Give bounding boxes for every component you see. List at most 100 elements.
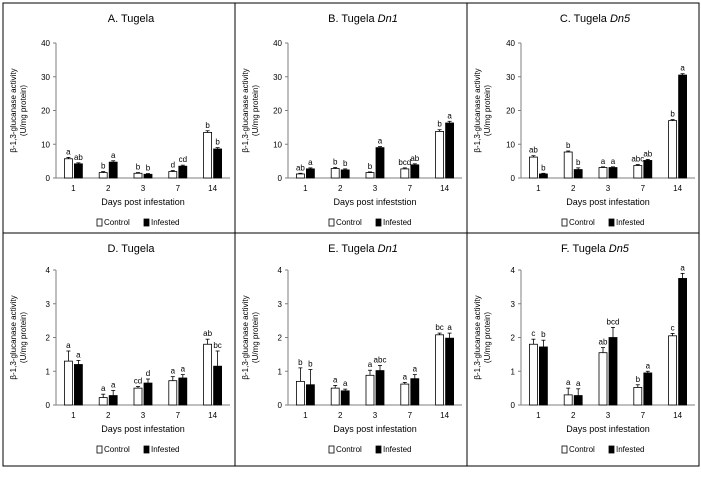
x-tick-label: 3 [141,411,146,420]
bar-control [330,387,340,406]
y-tick-label: 4 [511,266,516,275]
significance-label: d [146,369,150,378]
bar-control [168,171,178,179]
x-tick-label: 2 [571,411,576,420]
significance-label: a [101,384,106,393]
bar-control [133,387,143,406]
bar-control [133,172,143,179]
significance-label: b [566,141,571,150]
significance-label: a [447,323,452,332]
bar-control [98,397,108,406]
y-tick-label: 4 [278,266,283,275]
bar-infested [143,382,153,406]
legend-label-control: Control [336,218,362,227]
legend-swatch-control [96,445,103,454]
chart-panel-a: A. Tugela 0 10 20 30 40 β-1,3-glucanase activi… [9,13,230,227]
y-tick-label: 40 [506,39,515,48]
x-tick-label: 14 [673,411,682,420]
y-tick-label: 3 [278,300,283,309]
legend-label-infested: Infested [383,218,411,227]
significance-label: ab [203,329,212,338]
legend-swatch-infested [143,445,150,454]
bar-control [529,156,538,179]
bar-infested [445,337,455,406]
chart-panel-d: D. Tugela 0 1 2 3 4 β-1,3-glucanase activity (U… [9,243,230,454]
chart-panel-f: F. Tugela Dn5 0 1 2 3 4 β-1,3-glucanase activi… [473,243,695,454]
significance-label: cd [179,155,187,164]
bar-infested [539,346,548,406]
y-axis-label-unit: (U/mg protein) [483,85,492,136]
y-tick-label: 0 [278,174,283,183]
bar-infested [678,74,687,179]
x-tick-label: 14 [673,184,682,193]
bar-infested [608,167,618,179]
legend-label-infested: Infested [616,218,644,227]
legend-label-infested: Infested [383,445,411,454]
bar-control [295,380,305,406]
significance-label: ab [643,149,652,158]
bar-infested [539,173,548,179]
bar-control [64,158,73,179]
x-tick-label: 1 [71,184,76,193]
x-tick-label: 1 [303,184,308,193]
significance-label: b [101,162,106,171]
significance-label: ab [599,338,608,347]
y-axis-label: β-1,3-glucanase activity [9,295,18,379]
x-tick-label: 7 [176,411,181,420]
panel-title: D. Tugela [107,243,155,255]
legend-label-infested: Infested [616,445,644,454]
bar-control [203,343,213,406]
panel-title: A. Tugela [108,13,155,25]
bar-control [203,132,213,179]
significance-label: a [171,367,176,376]
y-tick-label: 1 [46,367,51,376]
bar-control [365,374,375,406]
bar-infested [678,278,687,406]
significance-label: a [333,375,338,384]
y-tick-label: 2 [511,334,516,343]
significance-label: abc [631,155,644,164]
significance-label: b [541,163,546,172]
significance-label: b [205,121,210,130]
legend: Control Infested [96,445,179,454]
legend-label-control: Control [569,218,595,227]
significance-label: b [576,158,581,167]
significance-label: a [308,158,313,167]
y-tick-label: 3 [511,300,516,309]
bar-infested [108,161,118,179]
x-tick-label: 1 [536,184,541,193]
legend-swatch-control [328,218,335,227]
y-tick-label: 10 [41,140,50,149]
significance-label: b [308,360,313,369]
significance-label: b [146,164,151,173]
y-tick-label: 1 [278,367,283,376]
bar-infested [445,122,455,179]
x-tick-label: 7 [641,184,646,193]
bar-infested [108,395,118,406]
legend-label-infested: Infested [151,445,179,454]
legend: Control Infested [328,445,411,454]
significance-label: bcd [398,158,411,167]
bar-control [563,151,573,179]
bar-control [295,173,305,179]
legend: Control Infested [96,218,179,227]
panel-title: F. Tugela Dn5 [561,243,630,255]
x-tick-label: 7 [408,411,413,420]
bar-infested [178,377,188,406]
bar-infested [573,169,583,179]
legend: Control Infested [328,218,411,227]
significance-label: a [111,380,116,389]
y-axis-label-unit: (U/mg protein) [483,312,492,363]
significance-label: b [437,120,442,129]
x-tick-label: 1 [536,411,541,420]
legend-swatch-control [561,445,568,454]
y-axis-label-unit: (U/mg protein) [19,312,28,363]
significance-label: ab [410,154,419,163]
significance-label: d [171,161,175,170]
x-axis-label: Days post infestation [333,424,417,434]
x-tick-label: 14 [440,184,449,193]
x-axis-label: Days post infestation [101,424,185,434]
significance-label: b [368,162,373,171]
significance-label: bc [435,323,443,332]
bar-control [563,394,573,406]
